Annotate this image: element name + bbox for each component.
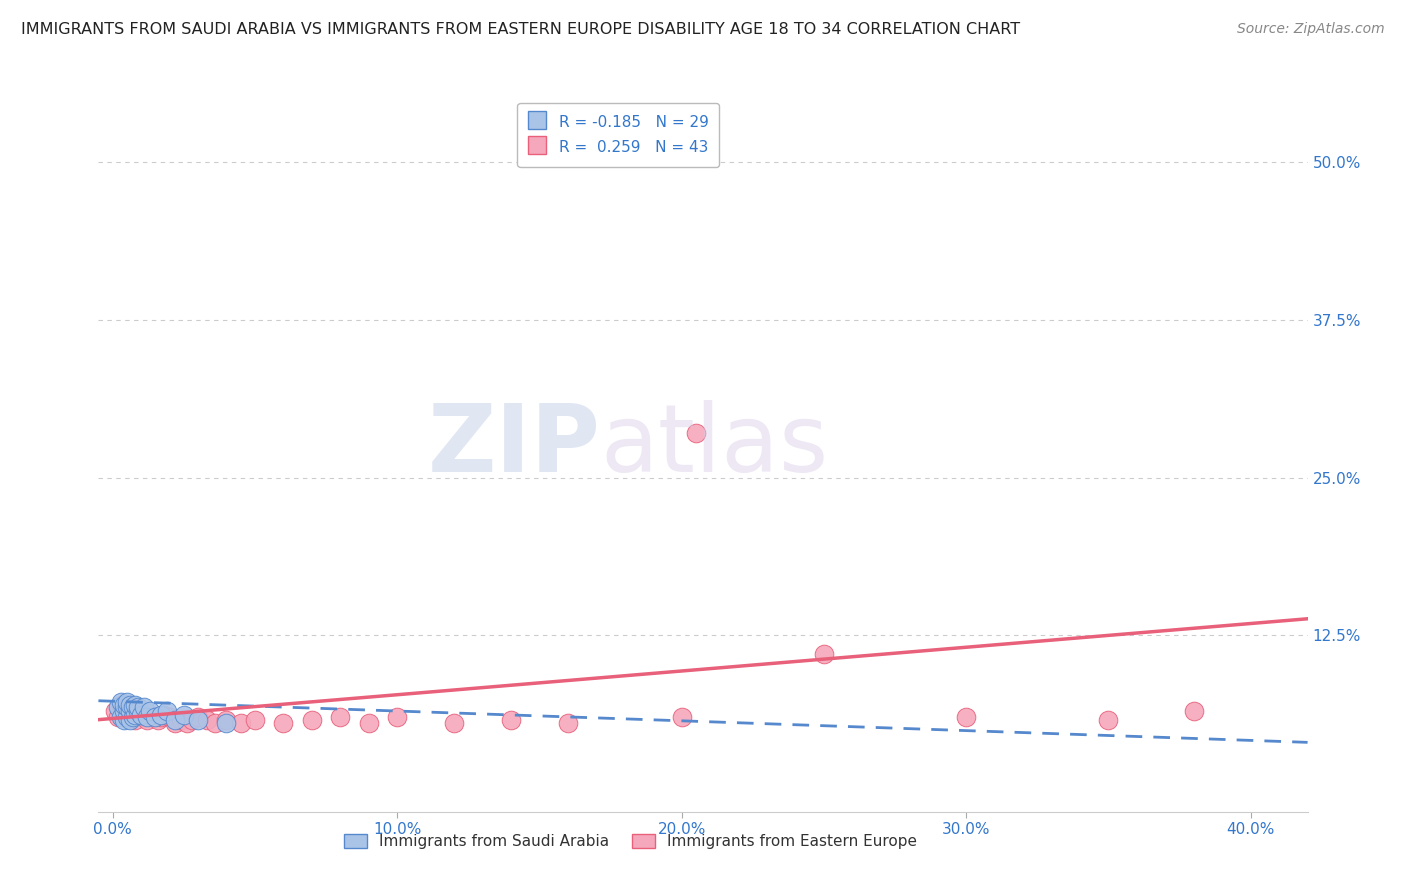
Point [557, 716, 579, 731]
Point [443, 716, 465, 731]
Point [135, 710, 157, 724]
Point [204, 716, 226, 731]
Point [195, 713, 218, 727]
Point [165, 713, 187, 727]
Point [118, 698, 141, 712]
Point [955, 710, 977, 724]
Point [499, 713, 522, 727]
Point [121, 700, 143, 714]
Point [215, 716, 238, 731]
Point [301, 713, 323, 727]
Text: Source: ZipAtlas.com: Source: ZipAtlas.com [1237, 22, 1385, 37]
Point [173, 707, 195, 722]
Point [176, 716, 198, 731]
Point [273, 716, 295, 731]
Point [112, 698, 135, 712]
Point [150, 707, 173, 722]
Point [156, 704, 179, 718]
Point [138, 704, 160, 718]
Point [165, 716, 187, 731]
Point [187, 713, 209, 727]
Point [143, 710, 166, 724]
Point [135, 713, 157, 727]
Point [357, 716, 380, 731]
Point [159, 710, 181, 724]
Point [112, 710, 135, 724]
Point [118, 713, 141, 727]
Point [187, 710, 209, 724]
Point [129, 704, 152, 718]
Point [115, 710, 138, 724]
Text: ZIP: ZIP [427, 400, 600, 492]
Point [107, 710, 129, 724]
Point [112, 704, 135, 718]
Point [146, 713, 169, 727]
Point [104, 704, 127, 718]
Point [121, 710, 143, 724]
Point [685, 426, 707, 441]
Point [127, 707, 149, 722]
Point [813, 647, 835, 661]
Point [110, 695, 132, 709]
Point [115, 700, 138, 714]
Point [112, 704, 135, 718]
Point [115, 695, 138, 709]
Point [110, 710, 132, 724]
Point [170, 713, 193, 727]
Point [150, 710, 173, 724]
Point [181, 713, 204, 727]
Point [229, 716, 252, 731]
Point [1097, 713, 1119, 727]
Point [118, 710, 141, 724]
Point [153, 707, 176, 722]
Point [129, 707, 152, 722]
Point [107, 700, 129, 714]
Point [124, 713, 146, 727]
Point [124, 707, 146, 722]
Point [121, 704, 143, 718]
Point [115, 700, 138, 714]
Point [1182, 704, 1205, 718]
Point [112, 713, 135, 727]
Point [110, 698, 132, 712]
Point [127, 704, 149, 718]
Point [132, 700, 155, 714]
Point [127, 700, 149, 714]
Point [215, 713, 238, 727]
Point [143, 710, 166, 724]
Point [118, 704, 141, 718]
Point [385, 710, 408, 724]
Legend: Immigrants from Saudi Arabia, Immigrants from Eastern Europe: Immigrants from Saudi Arabia, Immigrants… [337, 828, 924, 855]
Point [671, 710, 693, 724]
Point [243, 713, 266, 727]
Text: IMMIGRANTS FROM SAUDI ARABIA VS IMMIGRANTS FROM EASTERN EUROPE DISABILITY AGE 18: IMMIGRANTS FROM SAUDI ARABIA VS IMMIGRAN… [21, 22, 1021, 37]
Point [124, 698, 146, 712]
Text: atlas: atlas [600, 400, 828, 492]
Point [329, 710, 352, 724]
Point [132, 710, 155, 724]
Point [138, 707, 160, 722]
